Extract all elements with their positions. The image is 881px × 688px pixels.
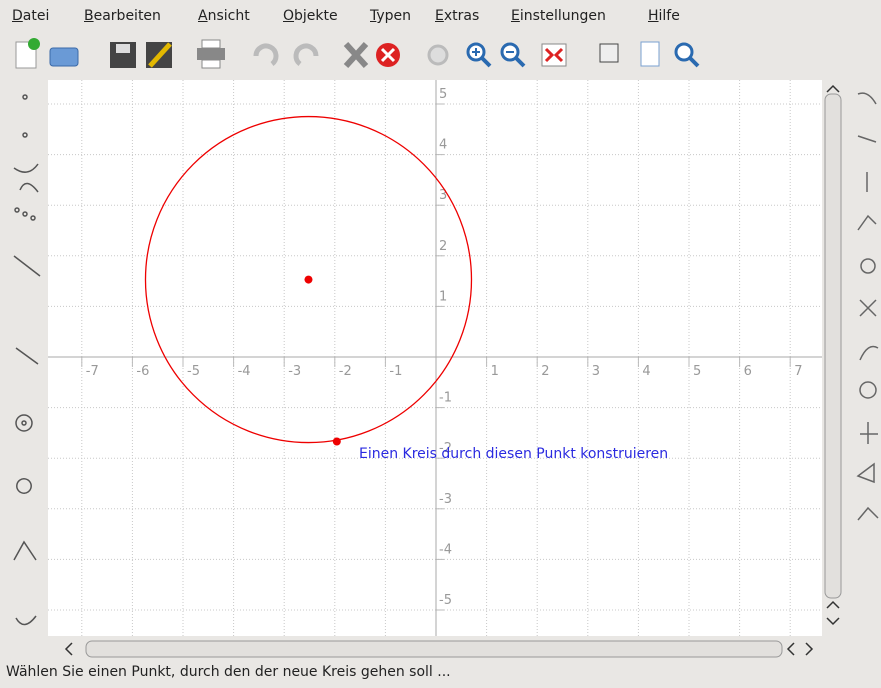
scroll-arrows[interactable] [826, 600, 840, 626]
settings-icon[interactable] [427, 44, 449, 66]
x-tick-label: 3 [592, 364, 600, 379]
x-tick-label: -6 [136, 364, 149, 379]
x-tick-label: -4 [238, 364, 251, 379]
tool-r9[interactable] [860, 422, 878, 444]
tool-r2[interactable] [857, 135, 877, 143]
tool-r5[interactable] [860, 258, 876, 274]
y-tick-label: -4 [439, 542, 452, 557]
toolbar [15, 38, 700, 69]
y-tick-label: -2 [439, 441, 452, 456]
tool-r7[interactable] [859, 345, 879, 361]
x-tick-label: -1 [389, 364, 402, 379]
menu-item[interactable]: Extras [435, 8, 480, 24]
x-tick-label: 2 [541, 364, 549, 379]
zoom-out-icon[interactable] [500, 42, 526, 68]
x-tick-label: -3 [288, 364, 301, 379]
circle [144, 115, 473, 444]
tool-r4[interactable] [857, 214, 877, 231]
info-icon[interactable] [674, 42, 700, 68]
redo-icon[interactable] [293, 43, 319, 66]
tool-points[interactable] [14, 207, 36, 221]
x-tick-label: -2 [339, 364, 352, 379]
save-as-icon[interactable] [146, 42, 172, 68]
left-toolbar [13, 94, 41, 626]
page-icon[interactable] [640, 41, 660, 67]
menu-item[interactable]: Datei [12, 8, 50, 24]
menu-item[interactable]: Ansicht [198, 8, 250, 24]
y-tick-label: 3 [439, 188, 447, 203]
tool-r10[interactable] [856, 462, 875, 484]
open-icon[interactable] [49, 47, 79, 67]
tool-angle[interactable] [13, 540, 37, 561]
menu-item[interactable]: Hilfe [648, 8, 680, 24]
y-tick-label: -3 [439, 492, 452, 507]
x-tick-label: 4 [642, 364, 650, 379]
tool-r8[interactable] [859, 381, 877, 399]
tool-transform[interactable] [15, 615, 37, 626]
y-tick-label: -1 [439, 391, 452, 406]
fit-icon[interactable] [541, 43, 567, 67]
status-bar: Wählen Sie einen Punkt, durch den der ne… [6, 664, 451, 680]
tool-conic[interactable] [13, 163, 39, 193]
tool-line[interactable] [13, 255, 41, 277]
x-tick-label: 7 [794, 364, 802, 379]
undo-icon[interactable] [253, 43, 279, 66]
delete-icon[interactable] [343, 41, 369, 69]
tool-point[interactable] [22, 94, 28, 100]
tool-segment[interactable] [15, 347, 39, 365]
x-tick-label: 1 [491, 364, 499, 379]
vertical-scrollbar[interactable] [824, 93, 842, 599]
y-tick-label: -5 [439, 593, 452, 608]
menu-item[interactable]: Typen [370, 8, 412, 24]
y-tick-label: 1 [439, 289, 447, 304]
drawing-canvas[interactable]: -7 -6 -5 -4 -3 -2 -1 1 2 3 4 5 6 7 -5 -4 -3 -2 -1 1 2 3 4 5 Eine… [48, 80, 822, 636]
menu-item[interactable]: Einstellungen [511, 8, 606, 24]
tool-r6[interactable] [859, 299, 877, 317]
tool-curve[interactable] [16, 478, 32, 494]
tooltip: Einen Kreis durch diesen Punkt konstruie… [359, 446, 668, 462]
tool-point-xy[interactable] [22, 132, 28, 138]
tool-circle[interactable] [15, 414, 33, 432]
print-icon[interactable] [197, 39, 225, 69]
tool-r11[interactable] [857, 506, 879, 521]
x-tick-label: -5 [187, 364, 200, 379]
zoom-in-icon[interactable] [466, 42, 492, 68]
point-on-circle [332, 437, 341, 446]
view-icon[interactable] [599, 43, 619, 63]
y-tick-label: 2 [439, 239, 447, 254]
right-panel [824, 84, 879, 626]
menu-item[interactable]: Bearbeiten [84, 8, 161, 24]
menu-item[interactable]: Objekte [283, 8, 338, 24]
save-icon[interactable] [110, 42, 136, 68]
horizontal-scrollbar[interactable] [60, 638, 840, 660]
y-tick-label: 5 [439, 87, 447, 102]
new-icon[interactable] [15, 38, 40, 69]
x-tick-label: 6 [744, 364, 752, 379]
x-tick-label: 5 [693, 364, 701, 379]
menu-bar: Datei Bearbeiten Ansicht Objekte Typen Extras… [0, 0, 881, 34]
y-tick-label: 4 [439, 138, 447, 153]
cancel-icon[interactable] [376, 43, 400, 67]
right-toolbar [856, 92, 879, 521]
scroll-up[interactable] [826, 84, 840, 93]
center-point [304, 275, 313, 284]
tool-r1[interactable] [857, 92, 877, 105]
x-tick-label: -7 [86, 364, 99, 379]
